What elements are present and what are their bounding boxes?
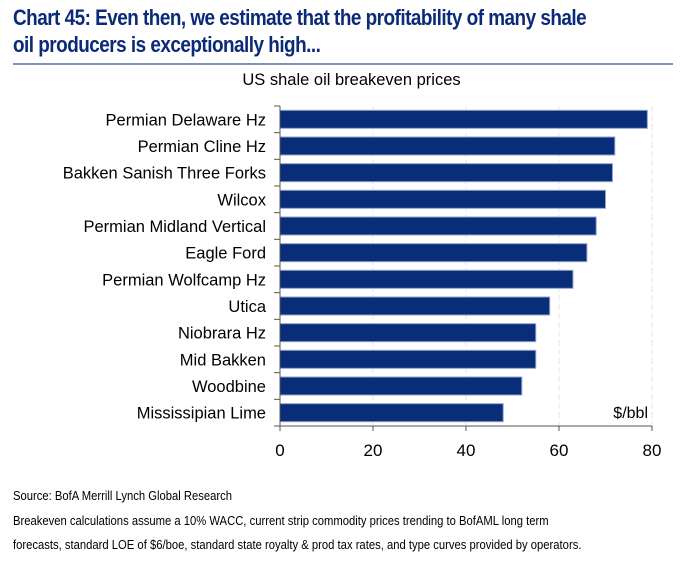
x-tick-label: 60: [550, 441, 569, 460]
category-label: Woodbine: [192, 378, 266, 396]
bar: [279, 403, 504, 423]
chart-heading-line-2: oil producers is exceptionally high...: [13, 32, 321, 57]
x-tick-label: 0: [275, 441, 284, 460]
bar: [279, 269, 574, 289]
bar: [279, 296, 551, 316]
methodology-note-line-1: Breakeven calculations assume a 10% WACC…: [13, 514, 549, 528]
category-label: Niobrara Hz: [178, 325, 266, 343]
bar: [279, 136, 616, 156]
bar: [279, 189, 606, 209]
bar: [279, 376, 523, 396]
bar: [279, 243, 588, 263]
category-label: Permian Delaware Hz: [106, 111, 266, 129]
bar: [279, 323, 537, 343]
category-label: Mid Bakken: [180, 351, 266, 369]
x-tick-label: 20: [364, 441, 383, 460]
bar: [279, 109, 648, 129]
chart-title: US shale oil breakeven prices: [242, 71, 461, 89]
bar-chart: Permian Delaware Hz Permian Cline Hz Bakke…: [63, 105, 661, 460]
category-labels: Permian Delaware Hz Permian Cline Hz Bakke…: [63, 111, 267, 422]
category-label: Mississipian Lime: [137, 405, 266, 423]
axes: [274, 105, 653, 431]
category-label: Permian Cline Hz: [138, 138, 266, 156]
category-label: Eagle Ford: [185, 245, 266, 263]
category-label: Permian Wolfcamp Hz: [102, 271, 266, 289]
bar: [279, 163, 613, 183]
heading-divider: [13, 63, 673, 65]
bar: [279, 216, 597, 236]
x-tick-label: 80: [643, 441, 662, 460]
category-label: Wilcox: [217, 191, 266, 209]
tick-labels: 0 20 40 60 80: [275, 441, 661, 460]
bar: [279, 349, 537, 369]
methodology-note-line-2: forecasts, standard LOE of $6/boe, stand…: [13, 538, 582, 552]
source-note: Source: BofA Merrill Lynch Global Resear…: [13, 489, 233, 503]
unit-label: $/bbl: [613, 405, 648, 422]
chart-heading-line-1: Chart 45: Even then, we estimate that th…: [13, 5, 587, 30]
category-label: Bakken Sanish Three Forks: [63, 165, 266, 183]
gridlines: [372, 106, 653, 426]
category-label: Permian Midland Vertical: [84, 218, 267, 236]
bars: [279, 109, 648, 423]
chart-heading: Chart 45: Even then, we estimate that th…: [13, 4, 675, 58]
x-tick-label: 40: [457, 441, 476, 460]
category-label: Utica: [228, 298, 266, 316]
